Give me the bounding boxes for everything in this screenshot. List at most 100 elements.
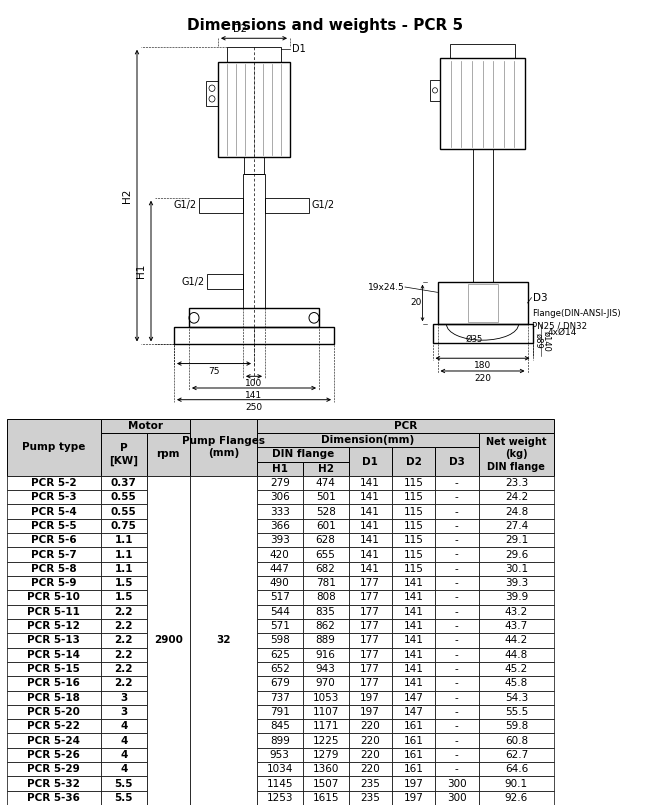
Bar xyxy=(303,547,348,562)
Text: PCR 5-12: PCR 5-12 xyxy=(27,621,80,631)
Bar xyxy=(478,605,554,619)
Bar xyxy=(147,691,190,705)
Bar xyxy=(436,762,478,776)
Bar xyxy=(101,533,147,547)
Text: 781: 781 xyxy=(316,578,335,588)
Text: 1145: 1145 xyxy=(266,778,293,789)
Text: 141: 141 xyxy=(404,635,424,646)
Bar xyxy=(257,676,303,691)
Text: PCR 5-8: PCR 5-8 xyxy=(31,564,77,574)
Text: 161: 161 xyxy=(404,736,424,745)
Text: 44.8: 44.8 xyxy=(505,650,528,660)
Bar xyxy=(257,547,303,562)
Text: 115: 115 xyxy=(404,550,424,559)
Bar xyxy=(392,576,436,590)
Text: -: - xyxy=(455,564,459,574)
Text: H2: H2 xyxy=(122,188,132,203)
Text: 177: 177 xyxy=(360,650,380,660)
Bar xyxy=(436,476,478,490)
Bar xyxy=(392,776,436,791)
Text: PCR 5-32: PCR 5-32 xyxy=(27,778,80,789)
Bar xyxy=(101,505,147,518)
Bar xyxy=(190,662,257,676)
Text: Dimension(mm): Dimension(mm) xyxy=(321,435,414,445)
Bar xyxy=(147,619,190,634)
Bar xyxy=(303,619,348,634)
Text: PCR: PCR xyxy=(394,421,417,431)
Bar xyxy=(147,547,190,562)
Text: PCR 5-15: PCR 5-15 xyxy=(27,664,80,674)
Bar xyxy=(478,590,554,605)
Text: Pump Flanges
(mm): Pump Flanges (mm) xyxy=(182,436,265,458)
Bar xyxy=(257,590,303,605)
Text: G1/2: G1/2 xyxy=(182,277,205,287)
Circle shape xyxy=(189,312,199,323)
Bar xyxy=(257,419,554,433)
Bar xyxy=(6,619,101,634)
Text: 1.1: 1.1 xyxy=(114,550,133,559)
Bar xyxy=(101,433,147,476)
Bar xyxy=(147,576,190,590)
Bar xyxy=(348,647,392,662)
Bar xyxy=(207,275,243,289)
Bar xyxy=(190,533,257,547)
Text: 180: 180 xyxy=(474,361,491,370)
Text: 0.55: 0.55 xyxy=(111,493,136,502)
Text: 889: 889 xyxy=(316,635,335,646)
Bar xyxy=(101,676,147,691)
Bar xyxy=(227,47,281,62)
Text: 3: 3 xyxy=(120,692,127,703)
Bar xyxy=(392,547,436,562)
Bar xyxy=(478,505,554,518)
Text: 2900: 2900 xyxy=(154,635,183,646)
Bar xyxy=(478,719,554,733)
Bar xyxy=(348,748,392,762)
Text: 4: 4 xyxy=(120,736,127,745)
Text: 39.3: 39.3 xyxy=(505,578,528,588)
Bar xyxy=(190,748,257,762)
Bar xyxy=(430,80,440,101)
Bar xyxy=(101,547,147,562)
Bar xyxy=(392,691,436,705)
Bar xyxy=(6,733,101,748)
Text: PCR 5-2: PCR 5-2 xyxy=(31,478,77,488)
Text: 2.2: 2.2 xyxy=(114,664,133,674)
Text: 1360: 1360 xyxy=(313,764,339,774)
Bar xyxy=(303,576,348,590)
Bar xyxy=(6,533,101,547)
Text: G1/2: G1/2 xyxy=(311,200,334,210)
Bar xyxy=(243,175,265,308)
Bar xyxy=(147,776,190,791)
Bar xyxy=(147,733,190,748)
Bar xyxy=(101,476,147,490)
Bar xyxy=(478,791,554,805)
Text: 943: 943 xyxy=(316,664,335,674)
Bar xyxy=(436,562,478,576)
Bar xyxy=(257,619,303,634)
Text: 250: 250 xyxy=(246,402,263,412)
Text: 177: 177 xyxy=(360,635,380,646)
Bar xyxy=(101,762,147,776)
Bar xyxy=(147,634,190,647)
Text: 447: 447 xyxy=(270,564,290,574)
Text: 393: 393 xyxy=(270,535,290,545)
Text: D1: D1 xyxy=(362,456,378,467)
Text: 141: 141 xyxy=(404,578,424,588)
Bar xyxy=(6,791,101,805)
Bar xyxy=(257,461,303,476)
Bar xyxy=(199,198,243,213)
Text: 32: 32 xyxy=(216,635,231,646)
Text: 220: 220 xyxy=(360,736,380,745)
Bar xyxy=(257,662,303,676)
Text: 115: 115 xyxy=(404,493,424,502)
Text: 141: 141 xyxy=(360,478,380,488)
Text: 64.6: 64.6 xyxy=(505,764,528,774)
Text: 1507: 1507 xyxy=(313,778,339,789)
Bar xyxy=(101,733,147,748)
Bar xyxy=(437,282,528,324)
Text: -: - xyxy=(455,578,459,588)
Text: 2.2: 2.2 xyxy=(114,607,133,617)
Bar xyxy=(6,634,101,647)
Text: 0.37: 0.37 xyxy=(111,478,136,488)
Text: 29.1: 29.1 xyxy=(505,535,528,545)
